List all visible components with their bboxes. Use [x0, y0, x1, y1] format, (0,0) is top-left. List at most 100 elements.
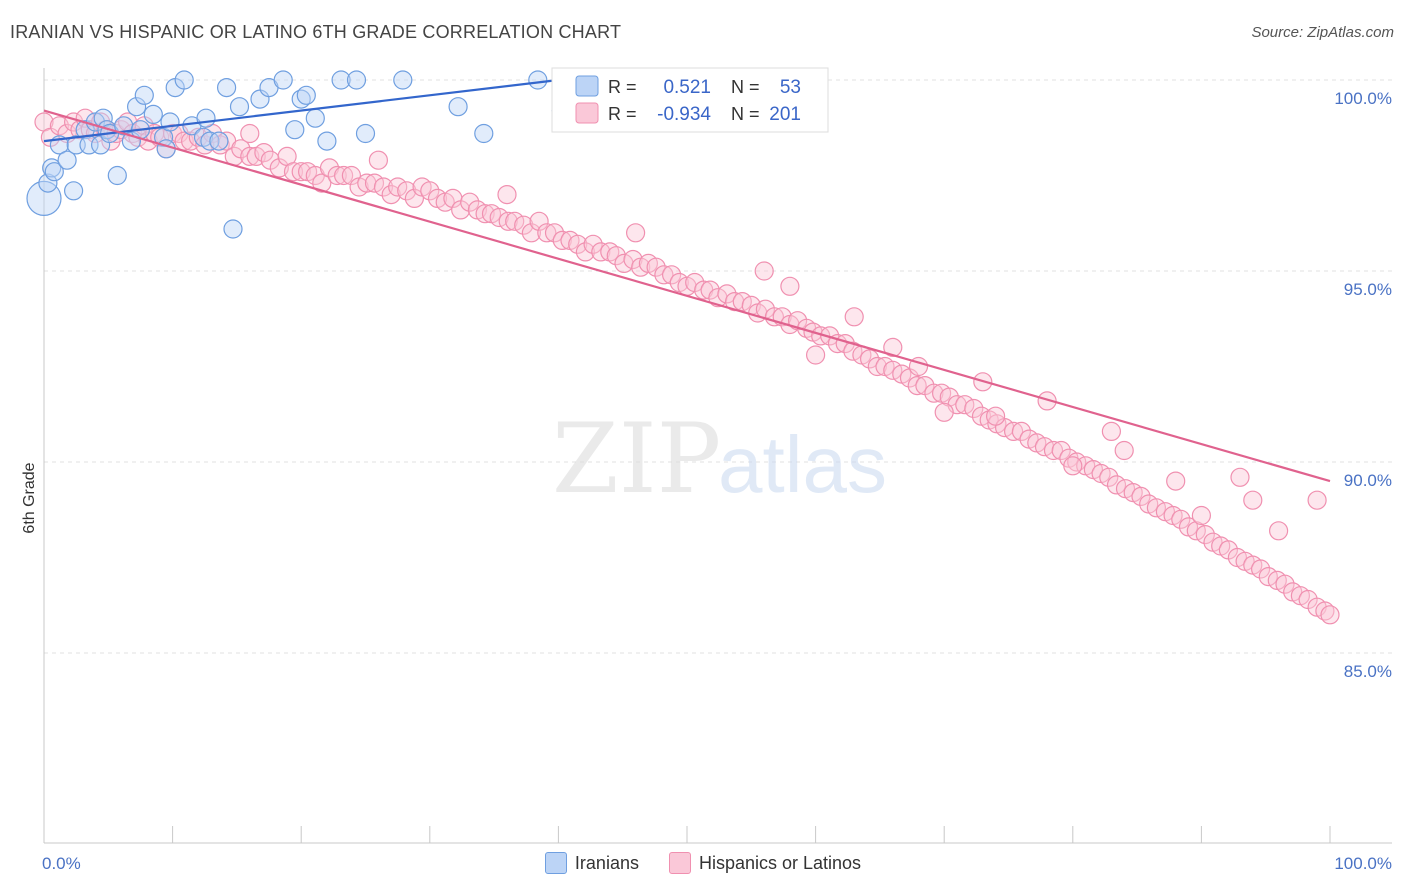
iranian-point	[134, 85, 154, 105]
hispanic-point	[780, 276, 800, 296]
hispanic-point	[327, 165, 347, 186]
legend-r-label-1: R =	[608, 77, 637, 97]
hispanic-point	[195, 135, 215, 155]
iranian-point	[393, 70, 413, 90]
y-tick-label-85: 85.0%	[1344, 662, 1392, 681]
hispanic-point	[844, 307, 864, 327]
iranian-point	[63, 181, 84, 201]
hispanic-point	[420, 181, 440, 201]
iranian-point	[291, 89, 311, 109]
iranian-point	[196, 108, 216, 128]
hispanics-points	[34, 108, 1340, 625]
y-tick-label-90: 90.0%	[1344, 471, 1392, 490]
iranian-point	[296, 85, 316, 105]
hispanic-point	[939, 387, 959, 407]
hispanic-point	[964, 398, 984, 419]
hispanic-point	[291, 162, 311, 182]
legend-n-label-2: N =	[731, 104, 760, 124]
hispanic-point	[1131, 486, 1151, 506]
hispanic-point	[368, 150, 388, 170]
hispanic-point	[373, 177, 394, 197]
hispanic-point	[1011, 421, 1032, 441]
iranian-point	[143, 104, 163, 125]
hispanic-point	[544, 223, 565, 243]
hispanics-legend-label: Hispanics or Latinos	[698, 852, 862, 873]
grid-lines	[44, 79, 1392, 654]
legend-r-value-2: -0.934	[657, 104, 711, 125]
hispanic-point	[575, 242, 596, 262]
hispanic-point	[1063, 456, 1083, 476]
legend-r-value-1: 0.521	[663, 77, 711, 98]
hispanic-point	[1230, 467, 1250, 487]
axes	[43, 68, 1392, 844]
iranian-point	[448, 97, 468, 117]
legend-swatch-iranians	[575, 75, 599, 97]
chart-title: IRANIAN VS HISPANIC OR LATINO 6TH GRADE …	[10, 22, 622, 42]
y-tick-label-100: 100.0%	[1334, 89, 1392, 108]
hispanic-point	[514, 215, 534, 235]
hispanic-point	[1191, 505, 1212, 526]
legend-n-value-1: 53	[780, 77, 801, 98]
legend-n-label-1: N =	[731, 77, 760, 97]
bottom-legend-iranians[interactable]: Iranians	[544, 852, 639, 874]
hispanic-point	[341, 165, 361, 186]
hispanic-point	[1043, 440, 1064, 461]
hispanic-point	[827, 334, 848, 354]
hispanic-point	[805, 345, 826, 365]
iranian-point	[346, 70, 367, 90]
iranians-legend-label: Iranians	[574, 852, 639, 873]
hispanic-point	[661, 265, 682, 285]
hispanic-point	[404, 188, 424, 208]
hispanic-point	[1320, 605, 1340, 625]
hispanic-point	[334, 165, 354, 186]
hispanic-point	[623, 249, 643, 270]
x-tick-label-0: 0.0%	[42, 854, 81, 873]
iranian-point	[174, 70, 194, 90]
iranian-point	[57, 150, 77, 170]
iranian-point	[474, 123, 494, 144]
legend-n-value-2: 201	[769, 104, 801, 125]
stats-legend: R = 0.521 N = 53 R = -0.934 N = 201	[551, 67, 829, 133]
source-label: Source: ZipAtlas.com	[1251, 24, 1394, 41]
hispanic-point	[460, 192, 480, 212]
iranian-point	[160, 112, 180, 132]
iranian-point	[75, 120, 95, 140]
iranian-point	[331, 70, 351, 90]
iranian-point	[273, 70, 293, 90]
hispanic-point	[1275, 574, 1295, 594]
iranian-point	[209, 131, 229, 151]
hispanic-point	[240, 123, 260, 144]
hispanic-point	[568, 234, 588, 254]
hispanic-point	[529, 211, 549, 231]
iranian-point	[285, 120, 305, 140]
y-tick-label-95: 95.0%	[1344, 280, 1392, 299]
hispanic-point	[924, 383, 944, 403]
hispanic-point	[283, 162, 304, 182]
hispanic-point	[1166, 471, 1186, 491]
hispanic-point	[552, 230, 572, 250]
hispanic-point	[1051, 440, 1071, 461]
hispanic-point	[1315, 601, 1335, 621]
hispanic-point	[859, 349, 880, 369]
bottom-legend-hispanics[interactable]: Hispanics or Latinos	[668, 852, 862, 874]
iranian-point	[44, 162, 64, 182]
hispanic-point	[1101, 421, 1122, 441]
hispanic-point	[1099, 467, 1119, 487]
hispanic-point	[1250, 559, 1271, 579]
iranian-point	[26, 180, 62, 216]
iranian-point	[127, 97, 147, 117]
hispanic-point	[49, 116, 70, 136]
hispanic-point	[646, 257, 666, 277]
hispanic-point	[1307, 490, 1327, 510]
hispanic-point	[583, 234, 603, 254]
hispanic-point	[1268, 521, 1289, 541]
iranian-point	[355, 123, 376, 144]
hispanic-point	[240, 146, 260, 166]
iranian-point	[107, 165, 127, 186]
watermark-atlas: atlas	[718, 420, 887, 509]
hispanic-point	[1037, 391, 1057, 411]
bottom-legend: Iranians Hispanics or Latinos	[0, 852, 1406, 874]
x-tick-label-100: 100.0%	[1334, 854, 1392, 873]
hispanic-point	[537, 223, 557, 243]
legend-r-label-2: R =	[608, 104, 637, 124]
